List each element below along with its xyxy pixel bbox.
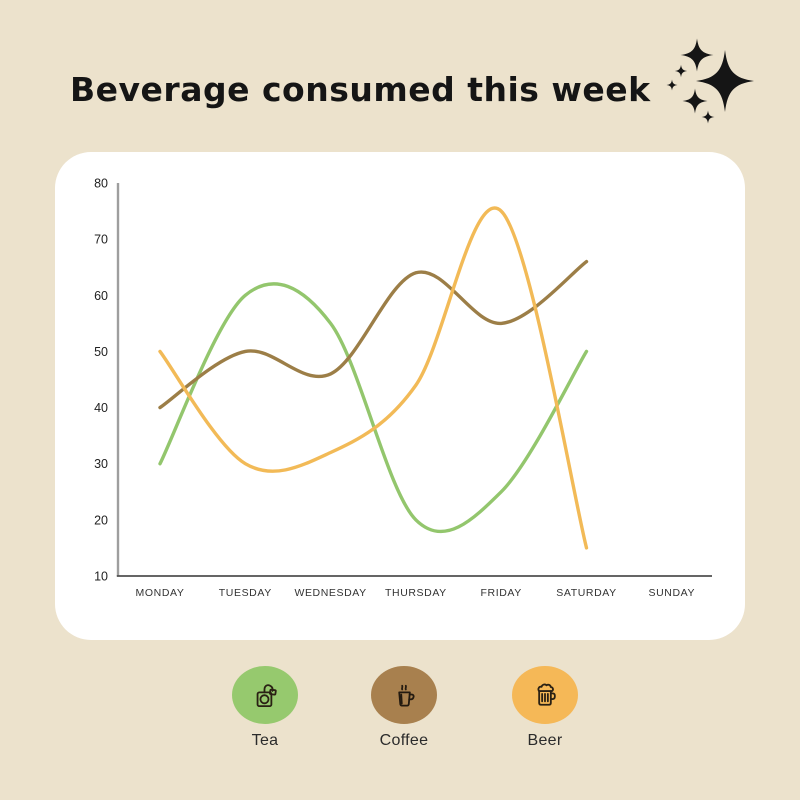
coffee-cup-icon: [398, 684, 415, 707]
y-tick-label: 50: [94, 345, 108, 359]
y-tick-label: 80: [94, 177, 108, 191]
sparkles-icon: [666, 38, 754, 124]
page-title: Beverage consumed this week: [70, 70, 651, 109]
legend-label-tea: Tea: [251, 732, 279, 749]
x-tick-label: MONDAY: [136, 587, 185, 599]
legend-label-coffee: Coffee: [379, 732, 429, 749]
y-tick-label: 40: [94, 401, 108, 415]
beer-mug-icon: [537, 683, 556, 706]
sparkle-stars: [666, 38, 754, 124]
y-tick-label: 70: [94, 233, 108, 247]
beer-badge: [512, 666, 578, 724]
y-tick-label: 10: [94, 570, 108, 584]
y-tick-label: 30: [94, 457, 108, 471]
x-tick-label: FRIDAY: [481, 587, 522, 599]
tea-bag-icon: [256, 684, 277, 708]
x-tick-label: SATURDAY: [556, 587, 616, 599]
x-tick-label: SUNDAY: [649, 587, 696, 599]
tea-badge: [232, 666, 298, 724]
coffee-badge: [371, 666, 437, 724]
x-tick-label: TUESDAY: [219, 587, 272, 599]
y-tick-label: 60: [94, 289, 108, 303]
legend-item-coffee: Coffee: [354, 666, 454, 750]
chart-card: 80 70 60 50 40 30 20 10 MONDAY TUESDAY WEDNESDAY TH…: [55, 152, 745, 640]
legend-item-tea: Tea: [215, 666, 315, 750]
x-tick-label: THURSDAY: [385, 587, 447, 599]
series-line-beer: [158, 206, 589, 550]
y-tick-label: 20: [94, 513, 108, 527]
x-tick-label: WEDNESDAY: [294, 587, 366, 599]
series-line-coffee: [158, 259, 589, 410]
series-line-tea: [158, 282, 589, 534]
line-chart: 80 70 60 50 40 30 20 10 MONDAY TUESDAY WEDNESDAY TH…: [94, 177, 712, 599]
legend-item-beer: Beer: [495, 666, 595, 750]
legend-label-beer: Beer: [527, 732, 563, 749]
